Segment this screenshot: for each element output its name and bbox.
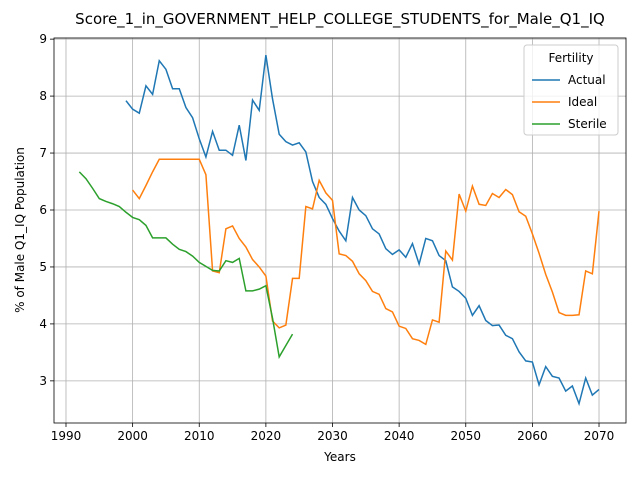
x-tick-label: 2060 <box>517 429 548 443</box>
y-axis-label: % of Male Q1_IQ Population <box>13 147 27 313</box>
data-line <box>132 158 600 346</box>
x-tick-label: 2030 <box>317 429 348 443</box>
y-tick-label: 6 <box>39 203 47 217</box>
legend: Fertility Actual Ideal Sterile <box>523 44 619 136</box>
y-tick-label: 7 <box>39 146 47 160</box>
x-tick-label: 2040 <box>384 429 415 443</box>
data-line <box>125 54 600 407</box>
x-axis-label: Years <box>323 450 356 464</box>
x-tick-label: 1990 <box>51 429 82 443</box>
data-line <box>78 171 294 360</box>
x-tick-label: 2070 <box>584 429 615 443</box>
x-tick-label: 2050 <box>450 429 481 443</box>
y-tick-label: 4 <box>39 317 47 331</box>
x-tick-label: 2020 <box>251 429 282 443</box>
legend-label: Actual <box>568 73 606 87</box>
y-tick-label: 3 <box>39 374 47 388</box>
plot-frame <box>53 37 627 424</box>
x-tick-label: 2000 <box>117 429 148 443</box>
x-tick-label: 2010 <box>184 429 215 443</box>
y-tick-label: 9 <box>39 32 47 46</box>
legend-label: Ideal <box>568 95 597 109</box>
legend-box <box>523 44 619 136</box>
legend-label: Sterile <box>568 117 607 131</box>
chart-title: Score_1_in_GOVERNMENT_HELP_COLLEGE_STUDE… <box>75 10 605 29</box>
y-tick-label: 8 <box>39 89 47 103</box>
y-tick-label: 5 <box>39 260 47 274</box>
legend-title: Fertility <box>548 51 593 65</box>
